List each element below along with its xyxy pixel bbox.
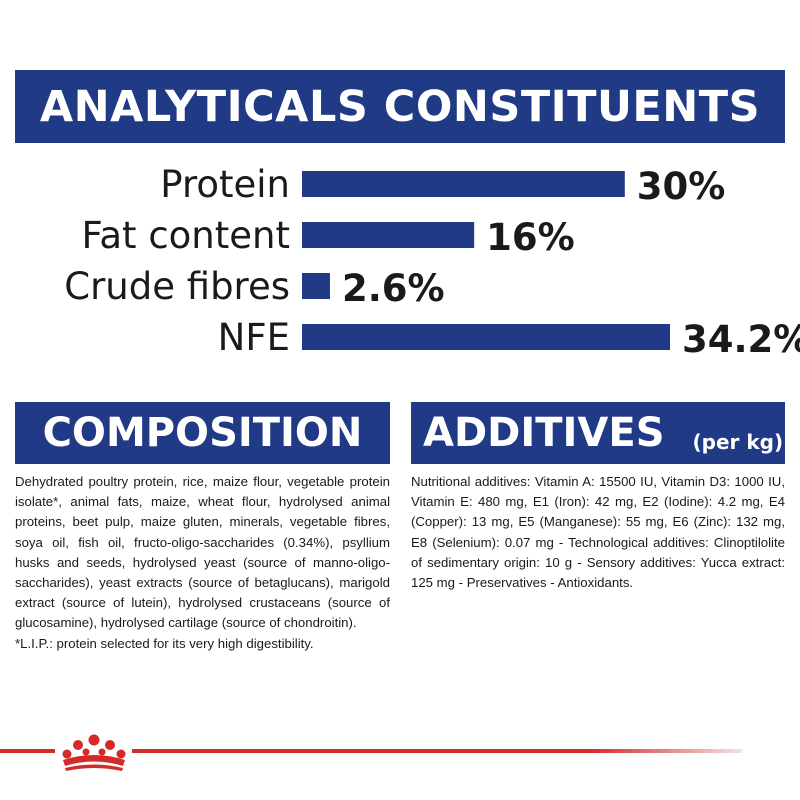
- bar-3: [302, 324, 670, 350]
- additives-title: ADDITIVES: [423, 410, 665, 456]
- value-label-3: 34.2%: [682, 318, 800, 361]
- page-title: ANALYTICALS CONSTITUENTS: [39, 81, 761, 132]
- additives-header: ADDITIVES (per kg): [411, 402, 785, 464]
- value-label-0: 30%: [637, 165, 726, 208]
- footer-line-left: [0, 749, 55, 753]
- header-band: ANALYTICALS CONSTITUENTS: [15, 70, 785, 143]
- bar-0: [302, 171, 625, 197]
- bar-label-3: NFE: [218, 316, 290, 359]
- bar-2: [302, 273, 330, 299]
- composition-header: COMPOSITION: [15, 402, 390, 464]
- composition-body: Dehydrated poultry protein, rice, maize …: [15, 472, 390, 654]
- composition-footnote: *L.I.P.: protein selected for its very h…: [15, 635, 314, 651]
- value-label-2: 2.6%: [342, 267, 445, 310]
- additives-body: Nutritional additives: Vitamin A: 15500 …: [411, 472, 785, 593]
- footer-line-right: [132, 749, 742, 753]
- additives-subtitle: (per kg): [692, 430, 784, 454]
- additives-text: Nutritional additives: Vitamin A: 15500 …: [411, 474, 785, 591]
- composition-title: COMPOSITION: [42, 410, 363, 456]
- constituents-bar-chart: Protein 30% Fat content 16% Crude fibres 2.6%…: [64, 163, 800, 361]
- bar-label-1: Fat content: [82, 214, 291, 257]
- bar-1: [302, 222, 475, 248]
- bar-label-2: Crude fibres: [64, 265, 290, 308]
- bar-label-0: Protein: [160, 163, 290, 206]
- value-label-1: 16%: [486, 216, 575, 259]
- crown-icon: [62, 734, 126, 771]
- composition-text: Dehydrated poultry protein, rice, maize …: [15, 474, 390, 631]
